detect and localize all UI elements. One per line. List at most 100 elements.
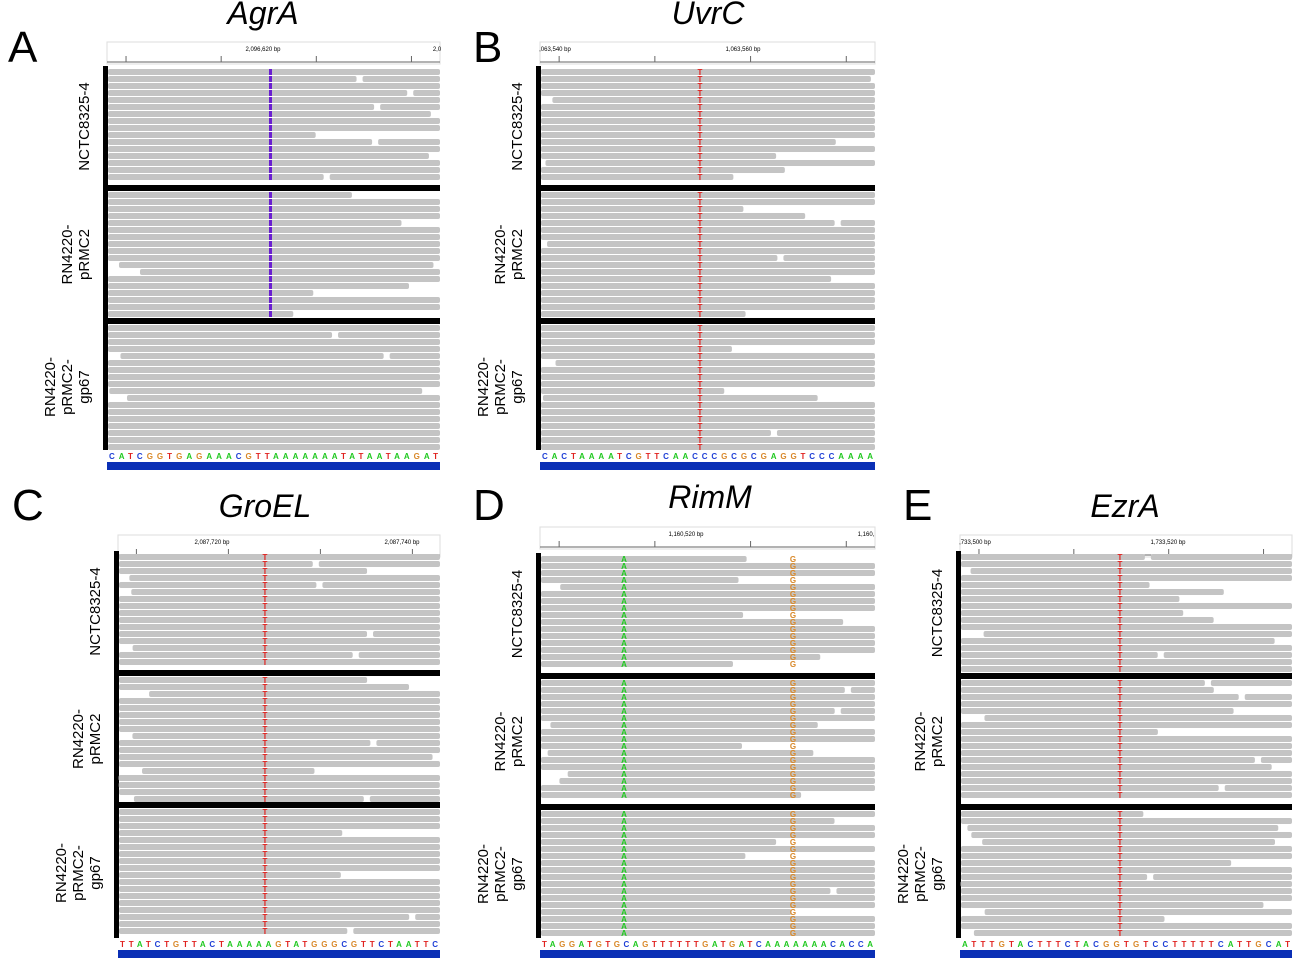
read: [961, 575, 1292, 581]
read: [541, 715, 875, 721]
read: [961, 610, 1183, 616]
read: [961, 881, 1292, 887]
read: [541, 647, 875, 653]
read: [961, 596, 1179, 602]
read: [961, 750, 1292, 756]
track-label: RN4220-: [912, 711, 929, 771]
insertion-mark: [269, 276, 272, 282]
read: [961, 853, 1292, 859]
read: [541, 661, 733, 667]
panel-title: AgrA: [225, 0, 298, 31]
track-label: pRMC2: [509, 229, 526, 280]
read: [548, 750, 814, 756]
mismatch-base: T: [1118, 791, 1123, 800]
read: [961, 680, 1205, 686]
read: [119, 568, 367, 574]
panel-title: RimM: [668, 479, 752, 515]
read: [552, 97, 875, 103]
read: [119, 554, 440, 560]
ruler-label: 1,160,520 bp: [668, 532, 704, 538]
read: [108, 423, 440, 429]
read: [541, 860, 875, 866]
read: [541, 283, 875, 289]
mismatch-base: T: [698, 173, 703, 182]
read: [541, 76, 871, 82]
read: [541, 743, 742, 749]
read: [541, 640, 875, 646]
read: [541, 90, 875, 96]
read: [108, 381, 440, 387]
read: [108, 174, 324, 180]
read: [961, 561, 1292, 567]
ruler-label: 2,087,720 bp: [194, 540, 230, 546]
insertion-mark: [269, 241, 272, 247]
mismatch-base: T: [263, 658, 268, 667]
read: [108, 402, 440, 408]
mismatch-base: T: [263, 927, 268, 936]
read: [109, 388, 422, 394]
read: [961, 888, 1292, 894]
read: [961, 589, 1224, 595]
read: [108, 139, 372, 145]
read: [541, 199, 875, 205]
read: [541, 612, 743, 618]
read: [119, 740, 370, 746]
read: [541, 153, 776, 159]
insertion-mark: [269, 206, 272, 212]
read: [541, 311, 746, 317]
mismatch-base: A: [621, 791, 627, 800]
read: [541, 255, 777, 261]
read: [961, 792, 1292, 798]
read: [119, 719, 440, 725]
read: [541, 132, 875, 138]
read: [108, 118, 440, 124]
read: [961, 652, 1158, 658]
read: [541, 881, 875, 887]
read: [841, 708, 875, 714]
read: [541, 895, 875, 901]
read: [541, 381, 875, 387]
read: [108, 444, 440, 450]
read: [541, 619, 843, 625]
read: [1151, 554, 1292, 560]
read: [120, 353, 383, 359]
read: [108, 213, 440, 219]
track-label: RN4220-: [53, 843, 70, 903]
read: [140, 269, 440, 275]
read: [961, 617, 1214, 623]
track-separator: [103, 185, 440, 191]
read: [541, 118, 875, 124]
track-separator: [103, 318, 440, 324]
ruler-label: 2,0: [433, 47, 442, 53]
track-label: pRMC2: [929, 716, 946, 767]
read: [541, 556, 747, 562]
insertion-mark: [269, 104, 272, 110]
gene-bar: [960, 950, 1292, 958]
insertion-mark: [269, 192, 272, 198]
read: [961, 811, 1143, 817]
insertion-mark: [269, 297, 272, 303]
read: [541, 332, 875, 338]
read: [119, 775, 440, 781]
read: [974, 930, 1292, 936]
read: [971, 832, 1292, 838]
read: [961, 867, 1292, 873]
ruler: [118, 535, 440, 557]
mismatch-base: T: [1118, 929, 1123, 938]
read: [108, 132, 316, 138]
read: [541, 444, 875, 450]
track-label: RN4220-: [59, 224, 76, 284]
panel-letter: B: [473, 23, 502, 72]
read: [119, 893, 440, 899]
read: [961, 736, 1292, 742]
read: [961, 778, 1292, 784]
read: [984, 715, 1292, 721]
read: [982, 839, 1275, 845]
read: [541, 687, 845, 693]
read: [108, 409, 440, 415]
read: [119, 262, 433, 268]
read: [961, 818, 1292, 824]
panel-letter: D: [473, 481, 505, 530]
track-label: pRMC2: [76, 229, 93, 280]
read: [556, 360, 875, 366]
